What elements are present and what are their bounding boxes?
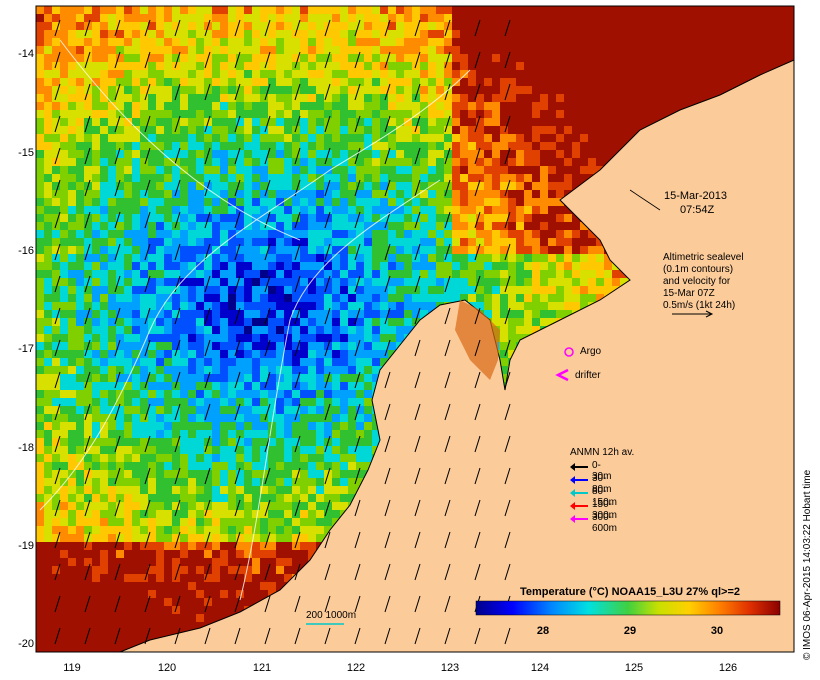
arrow-icon (570, 515, 588, 523)
drifter-marker (555, 368, 569, 382)
argo-label: Argo (580, 346, 602, 357)
arrow-icon (570, 489, 588, 497)
x-tick: 121 (252, 662, 272, 674)
x-tick: 124 (530, 662, 550, 674)
sealevel-contours (39, 39, 471, 601)
x-tick: 122 (346, 662, 366, 674)
argo-marker (564, 347, 574, 357)
credit: © IMOS 06-Apr-2015 14:03:22 Hobart time (802, 469, 813, 660)
time-label: 07:54Z (680, 204, 715, 216)
plot-frame (35, 5, 795, 653)
x-tick: 126 (718, 662, 738, 674)
colorbar-tick: 30 (710, 625, 724, 637)
x-tick: 125 (624, 662, 644, 674)
y-tick: -19 (18, 540, 34, 552)
x-tick: 119 (63, 662, 81, 674)
drifter-label: drifter (575, 370, 601, 381)
colorbar (475, 600, 781, 616)
arrow-icon (570, 502, 588, 510)
colorbar-tick: 29 (623, 625, 637, 637)
colorbar-tick: 28 (536, 625, 550, 637)
y-tick: -20 (18, 638, 34, 650)
x-tick: 123 (440, 662, 460, 674)
depth-legend-title: ANMN 12h av. (570, 447, 635, 458)
arrow-icon (570, 476, 588, 484)
y-tick: -15 (18, 147, 34, 159)
y-tick: -17 (18, 343, 34, 355)
altimetry-note-line: Altimetric sealevel (663, 252, 744, 263)
x-tick: 120 (157, 662, 177, 674)
y-tick: -16 (18, 245, 34, 257)
altimetry-note-line: 0.5m/s (1kt 24h) (663, 300, 736, 311)
land-peninsula (455, 300, 500, 380)
altimetry-note-line: 15-Mar 07Z (663, 288, 715, 299)
velocity-arrows (54, 19, 511, 645)
y-tick: -18 (18, 442, 34, 454)
date-label: 15-Mar-2013 (664, 190, 727, 202)
altimetry-note-line: and velocity for (663, 276, 731, 287)
bathy-legend-label: 200 1000m (306, 610, 357, 621)
colorbar-title: Temperature (°C) NOAA15_L3U 27% ql>=2 (520, 586, 740, 598)
altimetry-note-line: (0.1m contours) (663, 264, 734, 275)
y-tick: -14 (18, 48, 34, 60)
arrow-icon (570, 463, 588, 471)
